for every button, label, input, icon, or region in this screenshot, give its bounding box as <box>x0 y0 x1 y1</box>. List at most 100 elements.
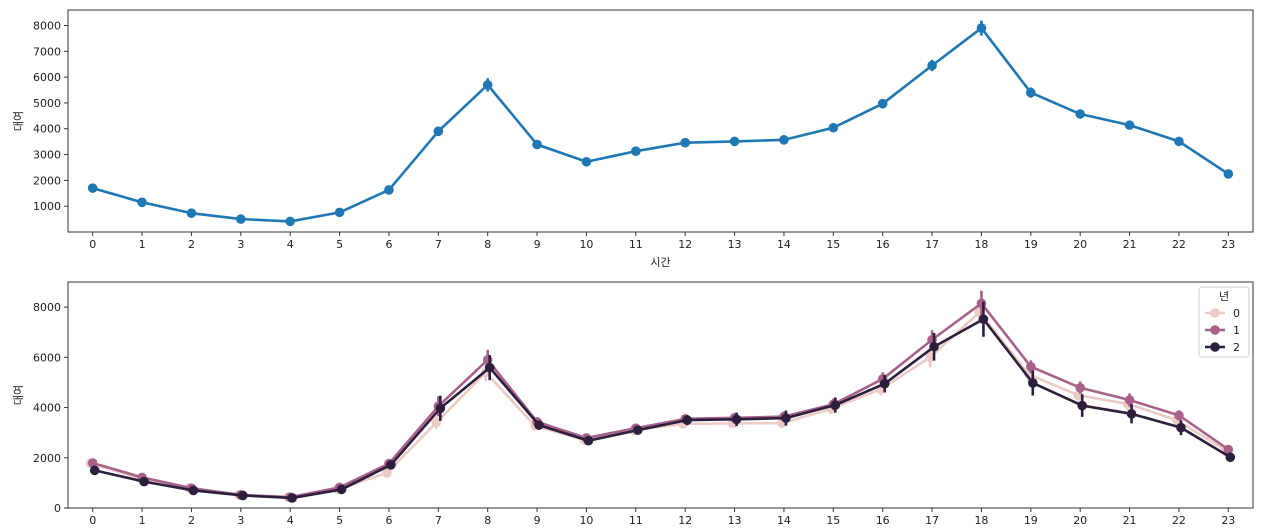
data-point <box>1225 452 1236 463</box>
x-tick-label: 22 <box>1172 514 1186 527</box>
data-point <box>877 98 888 109</box>
data-point <box>929 341 939 352</box>
data-point <box>285 216 295 227</box>
x-tick-label: 2 <box>188 514 195 527</box>
x-tick-label: 9 <box>534 238 541 251</box>
x-tick-label: 3 <box>237 514 244 527</box>
data-point <box>1026 361 1036 372</box>
series-line <box>90 310 1227 499</box>
x-tick-label: 17 <box>925 514 939 527</box>
data-point <box>1176 422 1186 433</box>
x-tick-label: 3 <box>237 238 244 251</box>
data-point <box>1124 120 1135 130</box>
x-tick-label: 20 <box>1073 238 1087 251</box>
y-tick-label: 8000 <box>33 301 61 314</box>
data-point <box>781 413 791 423</box>
data-point <box>87 183 98 193</box>
legend-label: 2 <box>1233 341 1240 354</box>
x-tick-label: 23 <box>1221 238 1235 251</box>
data-point <box>186 208 197 218</box>
data-point <box>1026 87 1036 98</box>
data-point <box>978 314 989 324</box>
data-point <box>484 362 495 373</box>
legend-marker <box>1210 308 1220 318</box>
y-tick-label: 6000 <box>33 351 61 364</box>
x-tick-label: 15 <box>826 514 840 527</box>
series-2 <box>89 301 1236 503</box>
x-tick-label: 6 <box>385 514 392 527</box>
chart-panel-1: 0 1 2 3 4 5 6 7 8 9 10 11 12 13 14 15 16 17 18 19 20 21 22 2310… <box>12 9 1254 269</box>
data-point <box>583 435 594 446</box>
data-point <box>386 460 396 470</box>
data-point <box>287 493 297 503</box>
y-tick-label: 6000 <box>33 71 61 84</box>
data-point <box>532 139 542 150</box>
plot-frame <box>67 281 1254 509</box>
x-tick-label: 18 <box>974 514 988 527</box>
x-tick-label: 17 <box>925 238 939 251</box>
series-0 <box>85 300 1232 503</box>
x-tick-label: 8 <box>484 514 491 527</box>
data-point <box>680 137 690 148</box>
data-point <box>236 214 246 224</box>
x-tick-label: 16 <box>876 238 890 251</box>
data-point <box>336 484 347 495</box>
data-point <box>334 207 345 218</box>
legend: 년0 1 2 <box>1198 286 1250 358</box>
x-tick-label: 8 <box>484 238 491 251</box>
data-point <box>976 23 987 33</box>
x-tick-label: 5 <box>336 238 343 251</box>
x-tick-label: 6 <box>385 238 392 251</box>
y-tick-label: 4000 <box>33 402 61 415</box>
legend-label: 1 <box>1233 324 1240 337</box>
y-tick-label: 1000 <box>33 200 61 213</box>
x-tick-label: 13 <box>728 514 742 527</box>
chart-panel-2: 0 1 2 3 4 5 6 7 8 9 10 11 12 13 14 15 16 17 18 19 20 21 22 2302… <box>12 281 1254 527</box>
legend-marker <box>1210 342 1220 352</box>
x-tick-label: 14 <box>777 238 791 251</box>
data-point <box>927 60 937 71</box>
data-point <box>1075 109 1085 119</box>
x-tick-label: 1 <box>139 238 146 251</box>
x-tick-label: 5 <box>336 514 343 527</box>
y-tick-label: 4000 <box>33 123 61 136</box>
y-tick-label: 8000 <box>33 19 61 32</box>
x-tick-label: 19 <box>1024 514 1038 527</box>
data-point <box>633 425 643 435</box>
data-point <box>879 378 890 389</box>
data-point <box>779 135 789 145</box>
data-point <box>1223 444 1234 455</box>
x-tick-label: 11 <box>629 514 643 527</box>
data-point <box>1028 378 1038 388</box>
x-tick-label: 2 <box>188 238 195 251</box>
data-point <box>682 415 692 425</box>
x-tick-label: 10 <box>579 238 593 251</box>
data-point <box>87 458 98 468</box>
data-point <box>89 465 100 476</box>
x-axis-label: 시간 <box>650 256 670 269</box>
y-tick-label: 2000 <box>33 452 61 465</box>
y-axis-label: 대여 <box>12 111 25 131</box>
legend-box <box>1198 286 1250 358</box>
data-point <box>830 400 841 410</box>
x-tick-label: 11 <box>629 238 643 251</box>
data-point <box>1124 395 1135 405</box>
data-point <box>188 485 199 496</box>
y-tick-label: 7000 <box>33 45 61 58</box>
x-tick-label: 18 <box>974 238 988 251</box>
data-point <box>238 490 248 501</box>
x-tick-label: 13 <box>728 238 742 251</box>
data-point <box>581 156 592 167</box>
x-tick-label: 23 <box>1221 514 1235 527</box>
data-point <box>433 126 444 137</box>
y-tick-label: 3000 <box>33 149 61 162</box>
series-line <box>92 302 1230 499</box>
x-tick-label: 1 <box>139 514 146 527</box>
legend-marker <box>1210 325 1220 335</box>
data-point <box>1174 136 1184 147</box>
data-point <box>1075 382 1085 393</box>
y-tick-label: 0 <box>54 502 61 515</box>
x-tick-label: 0 <box>89 238 96 251</box>
x-tick-label: 16 <box>876 514 890 527</box>
